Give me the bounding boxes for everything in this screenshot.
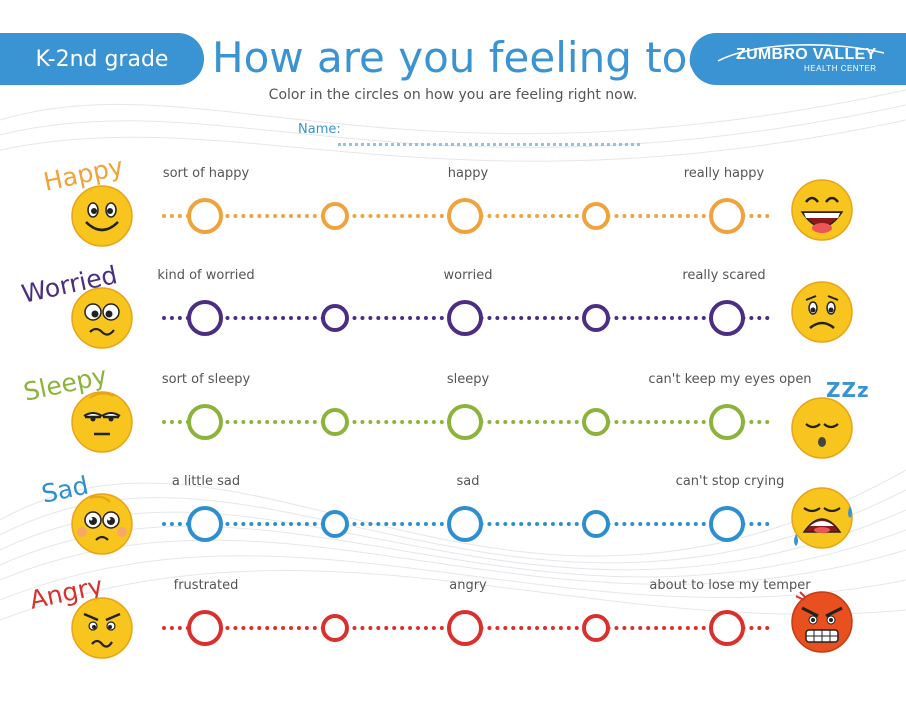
- scale-label-1: kind of worried: [157, 268, 255, 283]
- emotion-row-happy: Happy sort of happy happy really happy: [0, 152, 906, 260]
- name-field[interactable]: [338, 143, 640, 146]
- feeling-circle-4[interactable]: [582, 510, 610, 538]
- feeling-circle-1[interactable]: [187, 198, 223, 234]
- angry-face-icon: [70, 596, 134, 664]
- brand-subtitle: HEALTH CENTER: [804, 64, 877, 73]
- scale-label-2: sleepy: [446, 372, 490, 387]
- brand-name: ZUMBRO VALLEY: [736, 46, 877, 63]
- sad-face-icon: [70, 492, 134, 560]
- scale-label-3: can't keep my eyes open: [648, 372, 812, 387]
- scale-label-3: really scared: [682, 268, 766, 283]
- angry-intense-face-icon: [790, 590, 854, 658]
- happy-intense-face-icon: [790, 178, 854, 246]
- emotion-row-sad: Sad a little sad sad can't stop crying: [0, 468, 906, 568]
- scale-label-2: worried: [443, 268, 493, 283]
- feeling-circle-5[interactable]: [709, 404, 745, 440]
- feeling-circle-1[interactable]: [187, 404, 223, 440]
- instruction-text: Color in the circles on how you are feel…: [268, 87, 638, 103]
- worried-face-icon: [70, 286, 134, 354]
- emotion-row-sleepy: Sleepy ZZz sort of sleepy sleepy can't keep…: [0, 361, 906, 466]
- feeling-circle-2[interactable]: [321, 304, 349, 332]
- grade-label: K-2nd grade: [35, 46, 169, 72]
- scale-label-3: can't stop crying: [675, 474, 785, 489]
- zzz-icon: ZZz: [826, 378, 870, 402]
- feeling-circle-4[interactable]: [582, 614, 610, 642]
- scale-label-2: sad: [456, 474, 480, 489]
- emotion-row-worried: Worried kind of worried worried really sca…: [0, 260, 906, 362]
- feeling-circle-5[interactable]: [709, 506, 745, 542]
- scale-label-1: sort of happy: [162, 166, 250, 181]
- feeling-circle-1[interactable]: [187, 610, 223, 646]
- scale-label-2: happy: [447, 166, 489, 181]
- page-title: How are you feeling today?: [212, 33, 787, 82]
- feeling-circle-1[interactable]: [187, 506, 223, 542]
- scale-label-3: about to lose my temper: [649, 578, 811, 593]
- happy-face-icon: [70, 184, 134, 252]
- feeling-circle-4[interactable]: [582, 202, 610, 230]
- scale-label-1: a little sad: [171, 474, 241, 489]
- emotion-row-angry: Angry frustrated angry about to lose my te…: [0, 571, 906, 672]
- name-label: Name:: [298, 122, 341, 137]
- feeling-circle-3[interactable]: [447, 506, 483, 542]
- sad-intense-face-icon: [790, 486, 854, 554]
- scale-label-3: really happy: [683, 166, 765, 181]
- feeling-circle-4[interactable]: [582, 408, 610, 436]
- grade-tab: K-2nd grade: [0, 33, 204, 85]
- feeling-circle-2[interactable]: [321, 614, 349, 642]
- scale-label-2: angry: [449, 578, 487, 593]
- feeling-circle-4[interactable]: [582, 304, 610, 332]
- sleepy-face-icon: [70, 390, 134, 458]
- feeling-circle-2[interactable]: [321, 408, 349, 436]
- feeling-circle-3[interactable]: [447, 300, 483, 336]
- feeling-circle-3[interactable]: [447, 404, 483, 440]
- brand-logo: ZUMBRO VALLEY HEALTH CENTER: [690, 33, 906, 85]
- worried-intense-face-icon: [790, 280, 854, 348]
- feeling-circle-1[interactable]: [187, 300, 223, 336]
- scale-label-1: sort of sleepy: [161, 372, 251, 387]
- feeling-circle-2[interactable]: [321, 202, 349, 230]
- feeling-circle-5[interactable]: [709, 300, 745, 336]
- feeling-circle-5[interactable]: [709, 610, 745, 646]
- scale-label-1: frustrated: [173, 578, 239, 593]
- swoosh-icon: [717, 44, 885, 62]
- feeling-circle-3[interactable]: [447, 198, 483, 234]
- feeling-circle-2[interactable]: [321, 510, 349, 538]
- sleepy-intense-face-icon: [790, 396, 854, 464]
- feeling-circle-5[interactable]: [709, 198, 745, 234]
- feeling-circle-3[interactable]: [447, 610, 483, 646]
